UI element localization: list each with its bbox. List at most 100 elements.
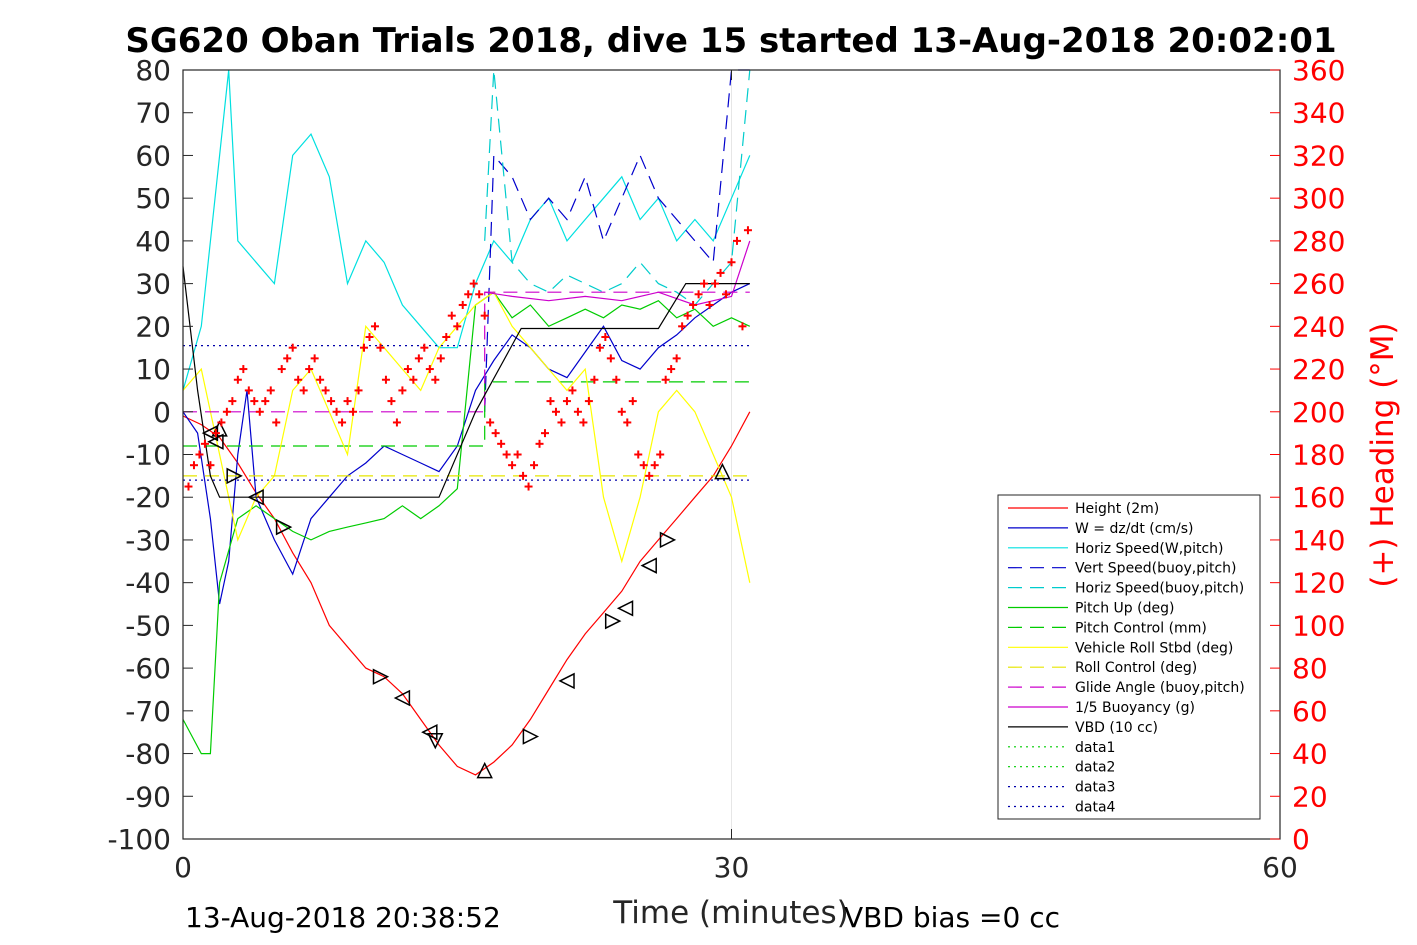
height-marker [616,600,634,617]
right-tick-label: 80 [1292,652,1328,685]
chart-title: SG620 Oban Trials 2018, dive 15 started … [125,21,1336,61]
legend-label-5: Pitch Up (deg) [1075,601,1174,617]
height-marker [211,420,228,437]
heading-point [458,300,467,309]
height-marker [207,433,224,450]
left-tick-label: -100 [107,823,171,856]
heading-point [639,461,648,470]
heading-point [414,354,423,363]
heading-point [628,397,637,406]
series-line-2 [182,69,751,391]
series-line-1 [182,283,751,605]
heading-point [732,236,741,245]
heading-point [305,365,314,374]
left-tick-label: 60 [135,139,171,172]
heading-point [672,354,681,363]
footer-vbd-bias: VBD bias =0 cc [844,901,1060,934]
legend-label-6: Pitch Control (mm) [1075,620,1207,636]
heading-point [255,407,264,416]
series-line-3 [484,69,750,412]
legend-label-1: W = dz/dt (cm/s) [1075,521,1194,537]
heading-point [694,290,703,299]
heading-point [217,418,226,427]
height-marker [558,672,575,690]
legend-label-9: Glide Angle (buoy,pitch) [1075,680,1245,696]
legend: Height (2m) W = dz/dt (cm/s) Horiz Speed(W… [997,494,1261,820]
heading-point [294,375,303,384]
left-tick-label: 70 [135,97,171,130]
heading-point [392,418,401,427]
series-line-7 [182,291,751,583]
x-tick-label: 30 [714,851,750,884]
heading-point [222,407,231,416]
left-tick-label: 40 [135,225,171,258]
heading-point [590,375,599,384]
right-tick-label: 180 [1292,439,1345,472]
height-marker [714,462,731,480]
legend-label-3: Vert Speed(buoy,pitch) [1075,561,1237,577]
legend-label-12: data1 [1075,740,1115,756]
heading-point [557,418,566,427]
heading-point [502,450,511,459]
height-marker [659,531,677,549]
heading-point [206,461,215,470]
series-line-9 [183,291,750,413]
height-marker [427,732,444,750]
heading-point [211,429,220,438]
heading-point [200,439,209,448]
heading-point [354,386,363,395]
height-marker [226,467,243,485]
heading-point [184,482,193,491]
legend-label-2: Horiz Speed(W,pitch) [1075,541,1223,557]
heading-point [244,386,253,395]
legend-label-8: Roll Control (deg) [1075,660,1197,676]
left-tick-label: 80 [135,54,171,87]
right-y-axis: 3603403203002802602402202001801601401201… [1270,54,1345,856]
right-tick-label: 360 [1292,54,1345,87]
right-tick-label: 60 [1292,695,1328,728]
heading-point [420,343,429,352]
heading-point [288,343,297,352]
heading-point [508,461,517,470]
heading-point [360,343,369,352]
right-tick-label: 200 [1292,396,1345,429]
heading-point [403,365,412,374]
heading-point [743,226,752,235]
heading-point [716,268,725,277]
heading-point [425,365,434,374]
right-tick-label: 40 [1292,738,1328,771]
heading-point [612,375,621,384]
heading-point [453,322,462,331]
heading-point [464,290,473,299]
left-tick-label: 10 [135,353,171,386]
heading-point [233,375,242,384]
left-tick-label: -70 [125,695,171,728]
right-tick-label: 300 [1292,182,1345,215]
left-tick-label: -40 [125,567,171,600]
heading-point [195,450,204,459]
right-tick-label: 160 [1292,481,1345,514]
right-tick-label: 260 [1292,268,1345,301]
heading-point [678,322,687,331]
heading-point [272,418,281,427]
heading-point [349,407,358,416]
legend-label-15: data4 [1075,800,1116,816]
right-tick-label: 100 [1292,609,1345,642]
heading-point [228,397,237,406]
series-line-11 [182,266,750,498]
series-line-4 [484,69,751,306]
right-tick-label: 280 [1292,225,1345,258]
legend-label-11: VBD (10 cc) [1075,720,1158,736]
heading-point [579,418,588,427]
heading-point [332,407,341,416]
heading-point [700,279,709,288]
heading-point [683,311,692,320]
heading-point [189,461,198,470]
heading-point [524,482,533,491]
heading-point [617,407,626,416]
heading-point [310,354,319,363]
heading-point [595,343,604,352]
heading-point [667,365,676,374]
height-marker [247,488,264,506]
legend-label-14: data3 [1075,780,1115,796]
